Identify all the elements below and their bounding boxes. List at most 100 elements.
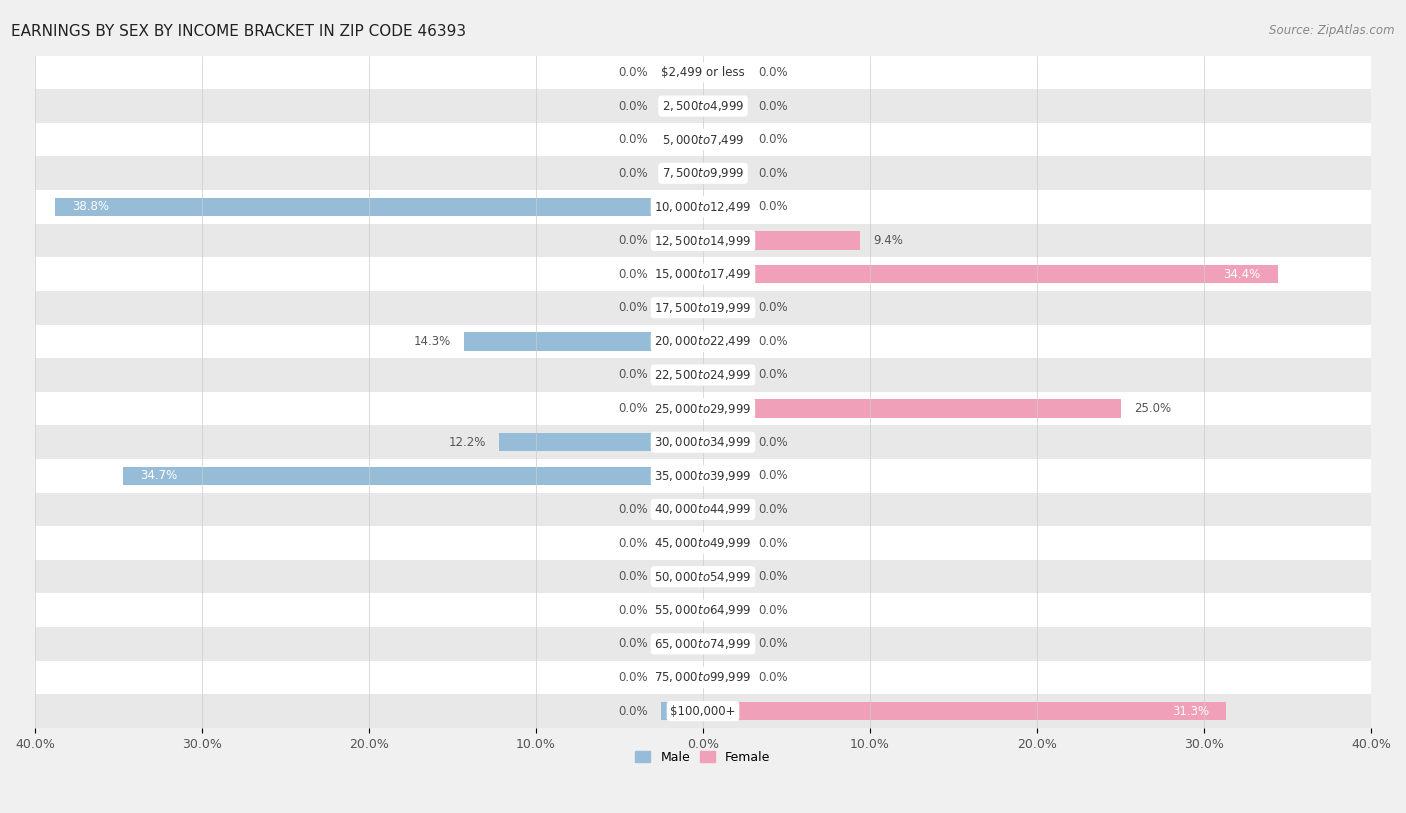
Bar [35, 593, 1371, 627]
Text: 0.0%: 0.0% [619, 705, 648, 718]
Text: $65,000 to $74,999: $65,000 to $74,999 [654, 637, 752, 651]
Text: 0.0%: 0.0% [758, 570, 787, 583]
Bar [703, 333, 745, 350]
Bar [703, 433, 745, 451]
Text: $2,500 to $4,999: $2,500 to $4,999 [662, 99, 744, 113]
Text: $30,000 to $34,999: $30,000 to $34,999 [654, 435, 752, 450]
Bar [703, 97, 745, 115]
Text: $15,000 to $17,499: $15,000 to $17,499 [654, 267, 752, 281]
Bar [661, 63, 703, 81]
Text: $25,000 to $29,999: $25,000 to $29,999 [654, 402, 752, 415]
Bar [703, 63, 745, 81]
Text: 0.0%: 0.0% [758, 604, 787, 617]
Bar [35, 627, 1371, 661]
Bar [464, 333, 703, 350]
Text: 34.7%: 34.7% [141, 469, 177, 482]
Bar [35, 392, 1371, 425]
Text: $5,000 to $7,499: $5,000 to $7,499 [662, 133, 744, 146]
Text: 0.0%: 0.0% [758, 637, 787, 650]
Text: 0.0%: 0.0% [758, 99, 787, 112]
Bar [703, 668, 745, 687]
Bar [661, 231, 703, 250]
Text: 0.0%: 0.0% [619, 302, 648, 315]
Text: $17,500 to $19,999: $17,500 to $19,999 [654, 301, 752, 315]
Bar [703, 298, 745, 317]
Bar [661, 164, 703, 183]
Text: 34.4%: 34.4% [1223, 267, 1261, 280]
Text: 0.0%: 0.0% [619, 537, 648, 550]
Bar [35, 526, 1371, 560]
Bar [661, 298, 703, 317]
Text: 0.0%: 0.0% [619, 66, 648, 79]
Bar [35, 89, 1371, 123]
Text: $10,000 to $12,499: $10,000 to $12,499 [654, 200, 752, 214]
Text: $100,000+: $100,000+ [671, 705, 735, 718]
Bar [661, 635, 703, 653]
Bar [35, 190, 1371, 224]
Bar [703, 500, 745, 519]
Bar [703, 601, 745, 620]
Text: 0.0%: 0.0% [619, 368, 648, 381]
Bar [55, 198, 703, 216]
Bar [703, 635, 745, 653]
Text: 0.0%: 0.0% [619, 570, 648, 583]
Text: 31.3%: 31.3% [1173, 705, 1209, 718]
Text: 0.0%: 0.0% [758, 469, 787, 482]
Bar [35, 694, 1371, 728]
Bar [661, 702, 703, 720]
Bar [661, 500, 703, 519]
Text: $2,499 or less: $2,499 or less [661, 66, 745, 79]
Text: 0.0%: 0.0% [758, 436, 787, 449]
Text: 0.0%: 0.0% [619, 671, 648, 684]
Bar [35, 324, 1371, 359]
Bar [35, 560, 1371, 593]
Text: 0.0%: 0.0% [758, 368, 787, 381]
Bar [703, 702, 1226, 720]
Text: 38.8%: 38.8% [72, 201, 108, 213]
Text: 0.0%: 0.0% [619, 503, 648, 516]
Bar [703, 265, 1278, 284]
Text: 0.0%: 0.0% [758, 302, 787, 315]
Bar [35, 258, 1371, 291]
Bar [35, 291, 1371, 324]
Text: 0.0%: 0.0% [758, 133, 787, 146]
Bar [703, 467, 745, 485]
Text: 0.0%: 0.0% [619, 267, 648, 280]
Bar [703, 567, 745, 586]
Bar [703, 534, 745, 552]
Bar [703, 231, 860, 250]
Text: 0.0%: 0.0% [619, 637, 648, 650]
Text: EARNINGS BY SEX BY INCOME BRACKET IN ZIP CODE 46393: EARNINGS BY SEX BY INCOME BRACKET IN ZIP… [11, 24, 467, 39]
Text: $22,500 to $24,999: $22,500 to $24,999 [654, 368, 752, 382]
Text: 0.0%: 0.0% [758, 503, 787, 516]
Bar [661, 366, 703, 385]
Bar [661, 534, 703, 552]
Text: $45,000 to $49,999: $45,000 to $49,999 [654, 536, 752, 550]
Bar [35, 224, 1371, 258]
Bar [661, 97, 703, 115]
Text: 14.3%: 14.3% [413, 335, 451, 348]
Bar [703, 366, 745, 385]
Text: 0.0%: 0.0% [619, 604, 648, 617]
Text: $40,000 to $44,999: $40,000 to $44,999 [654, 502, 752, 516]
Text: 0.0%: 0.0% [619, 133, 648, 146]
Bar [703, 130, 745, 149]
Text: 0.0%: 0.0% [758, 335, 787, 348]
Bar [703, 399, 1121, 418]
Bar [35, 123, 1371, 156]
Bar [661, 668, 703, 687]
Text: $75,000 to $99,999: $75,000 to $99,999 [654, 671, 752, 685]
Text: Source: ZipAtlas.com: Source: ZipAtlas.com [1270, 24, 1395, 37]
Text: $7,500 to $9,999: $7,500 to $9,999 [662, 167, 744, 180]
Text: 0.0%: 0.0% [619, 167, 648, 180]
Bar [499, 433, 703, 451]
Text: 9.4%: 9.4% [873, 234, 903, 247]
Text: $55,000 to $64,999: $55,000 to $64,999 [654, 603, 752, 617]
Bar [703, 198, 745, 216]
Bar [35, 156, 1371, 190]
Text: 12.2%: 12.2% [449, 436, 486, 449]
Text: $12,500 to $14,999: $12,500 to $14,999 [654, 233, 752, 247]
Bar [35, 661, 1371, 694]
Bar [661, 130, 703, 149]
Bar [35, 425, 1371, 459]
